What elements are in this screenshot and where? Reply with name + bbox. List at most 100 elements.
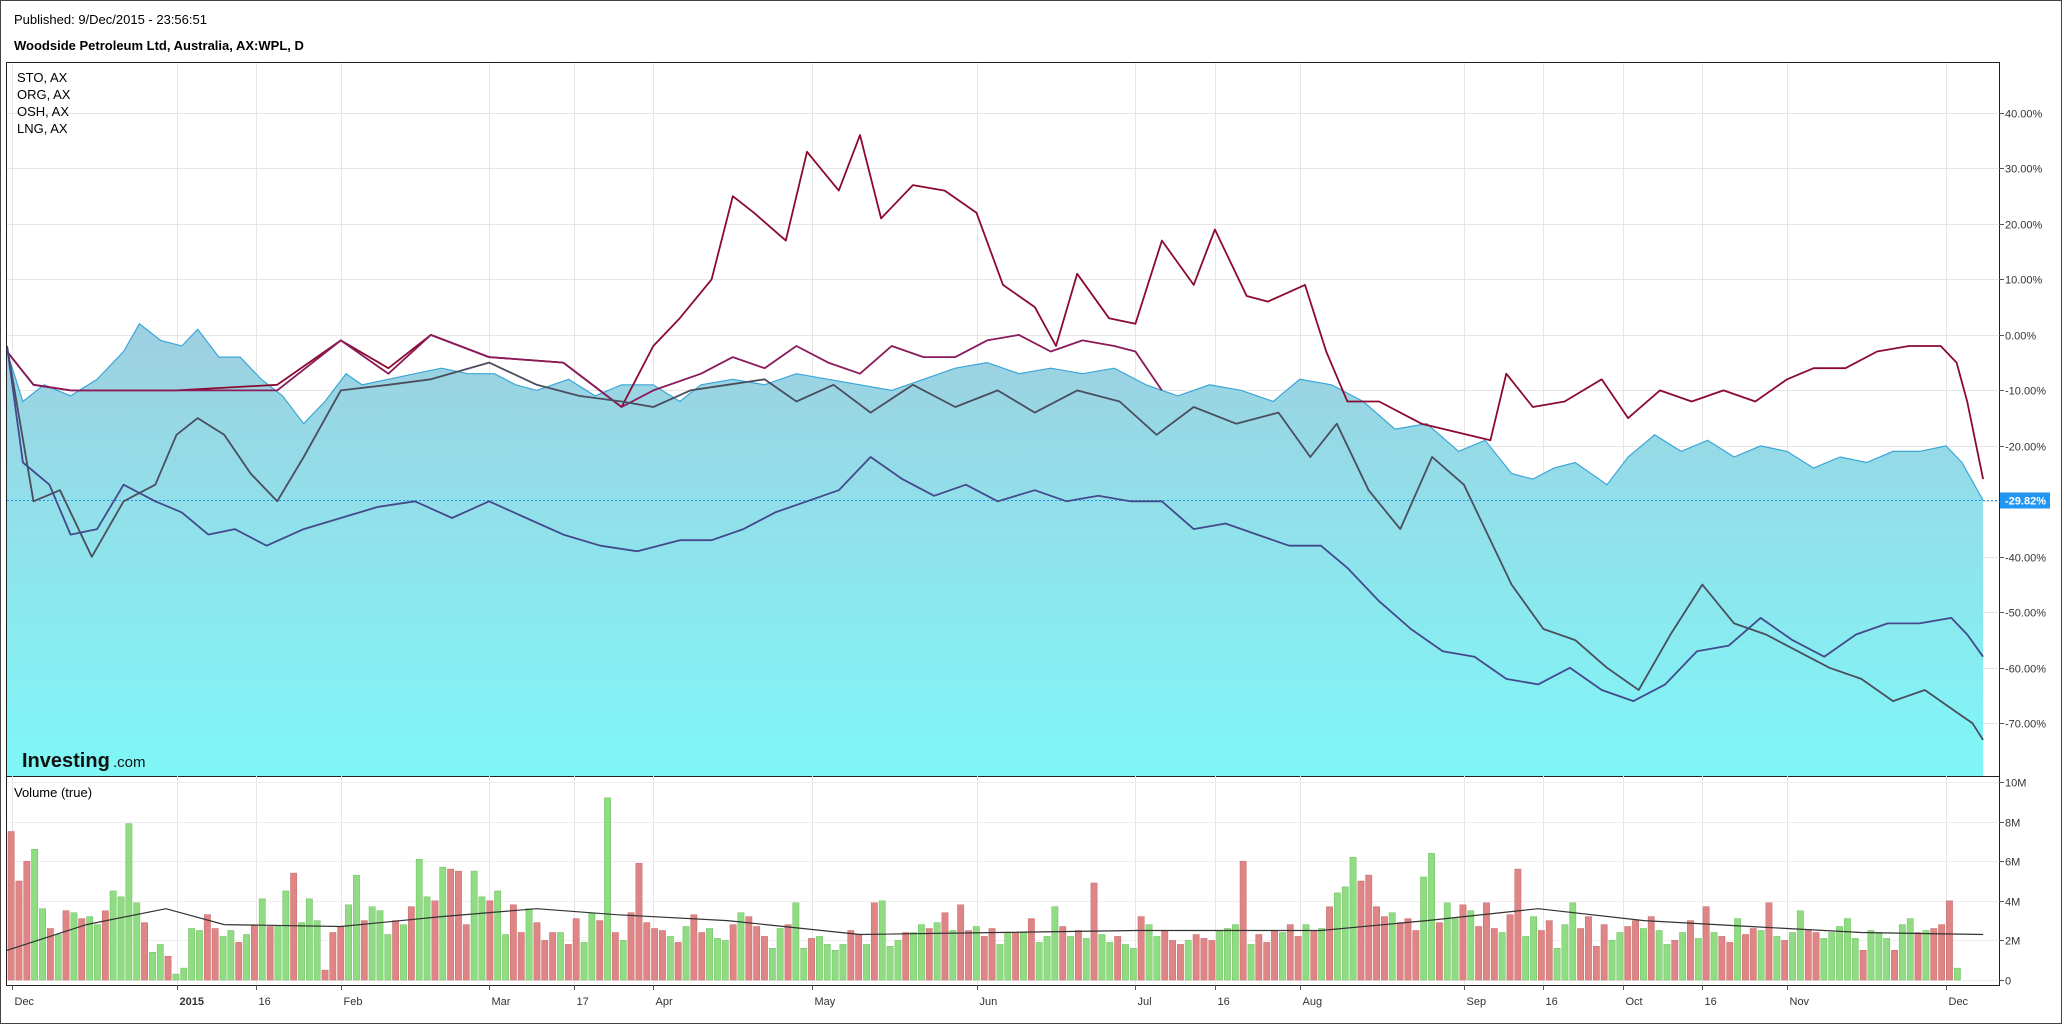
volume-bar [1153, 936, 1161, 981]
y-tick-label: -60.00% [2005, 664, 2046, 676]
volume-bar [1946, 900, 1953, 981]
volume-panel-frame [6, 776, 2000, 986]
volume-bar [235, 942, 243, 981]
volume-bar [847, 930, 855, 981]
volume-bar [1294, 936, 1302, 981]
volume-bar [706, 928, 713, 981]
volume-bar [46, 928, 54, 981]
volume-bar [1231, 924, 1239, 981]
volume-bar [1757, 930, 1765, 981]
volume-bar [1883, 938, 1891, 981]
volume-bar [800, 948, 808, 981]
y-tick-label: -10.00% [2005, 386, 2046, 398]
volume-bar [863, 944, 870, 981]
volume-bar [329, 932, 337, 981]
volume-bar [1530, 916, 1537, 981]
volume-bar [1137, 916, 1145, 981]
volume-bar [1796, 910, 1804, 981]
volume-bar [172, 973, 180, 981]
axes: Dec 2015 16 Feb Mar 17 Apr May Jun Jul 16 Aug Sep 16 O… [12, 109, 2050, 1008]
volume-bar [1828, 932, 1836, 981]
volume-bar [690, 914, 698, 981]
volume-bar [1122, 944, 1129, 981]
volume-bar [376, 910, 384, 981]
volume-bar [109, 890, 117, 981]
volume-bar [219, 936, 227, 981]
volume-bar [360, 920, 368, 981]
x-tick-label: Sep [1467, 996, 1487, 1008]
volume-bar [1161, 930, 1169, 981]
volume-bar [1388, 912, 1396, 981]
volume-bar [1333, 892, 1341, 981]
volume-bar [282, 890, 290, 981]
volume-tick-label: 10M [2005, 778, 2026, 790]
volume-bar [494, 890, 502, 981]
volume-bar [1726, 942, 1734, 981]
volume-bar [266, 926, 274, 981]
volume-bar [1184, 940, 1192, 981]
y-tick-label: 40.00% [2005, 109, 2043, 121]
volume-bar [431, 900, 439, 981]
volume-bar [1027, 918, 1035, 981]
volume-bar [1451, 918, 1459, 981]
x-tick-label: Nov [1790, 996, 1810, 1008]
volume-bar [1820, 938, 1828, 981]
volume-bar [572, 918, 580, 981]
volume-bar [1498, 932, 1506, 981]
volume-tick-label: 6M [2005, 857, 2020, 869]
volume-bar [1035, 942, 1043, 981]
volume-bar [1647, 916, 1655, 981]
volume-moving-average [6, 908, 1984, 951]
volume-bar [1553, 948, 1561, 981]
volume-bar [188, 928, 196, 981]
volume-bar [549, 932, 557, 981]
volume-bar [70, 912, 78, 981]
y-tick-label: 20.00% [2005, 220, 2043, 232]
volume-tick-label: 2M [2005, 936, 2020, 948]
volume-bar [15, 880, 23, 981]
volume-bar [1687, 920, 1694, 981]
volume-bar [1836, 926, 1843, 981]
series-line-gray [7, 345, 1984, 741]
volume-bar [941, 912, 949, 981]
volume-bar [776, 928, 784, 981]
volume-bar [1655, 930, 1663, 981]
volume-bar [337, 926, 345, 981]
x-tick-label: Dec [15, 996, 35, 1008]
volume-bar [313, 920, 321, 981]
volume-bar [1420, 876, 1428, 981]
volume-bar [1781, 940, 1789, 981]
volume-bar [831, 950, 839, 981]
volume-bar [180, 967, 188, 981]
y-tick-label: 30.00% [2005, 164, 2043, 176]
volume-bar [1844, 918, 1851, 981]
volume-bar [392, 920, 400, 981]
x-tick-label: 16 [259, 996, 271, 1008]
volume-bar [274, 926, 282, 981]
volume-bar [1773, 936, 1781, 981]
volume-bar [1710, 932, 1718, 981]
volume-bar [1263, 942, 1271, 981]
volume-bar [682, 926, 690, 981]
area-series-line [7, 322, 1984, 501]
volume-bar [525, 908, 533, 981]
volume-bar [31, 849, 39, 981]
volume-bar [745, 916, 753, 981]
volume-bar [243, 934, 250, 981]
volume-bar [1577, 928, 1585, 981]
volume-bar [101, 910, 109, 981]
x-tick-label: Mar [492, 996, 511, 1008]
volume-bar [714, 938, 721, 981]
volume-bar [666, 936, 674, 981]
volume-bar [957, 904, 965, 981]
volume-bar [251, 924, 258, 981]
volume-bar [541, 940, 549, 981]
volume-bar [1051, 906, 1059, 981]
volume-bar [1702, 906, 1710, 981]
volume-bar [1851, 938, 1859, 981]
volume-bar [643, 922, 651, 981]
volume-bar [1004, 932, 1012, 981]
volume-bar [1898, 924, 1906, 981]
volume-bar [659, 930, 666, 981]
volume-bar [1789, 932, 1796, 981]
